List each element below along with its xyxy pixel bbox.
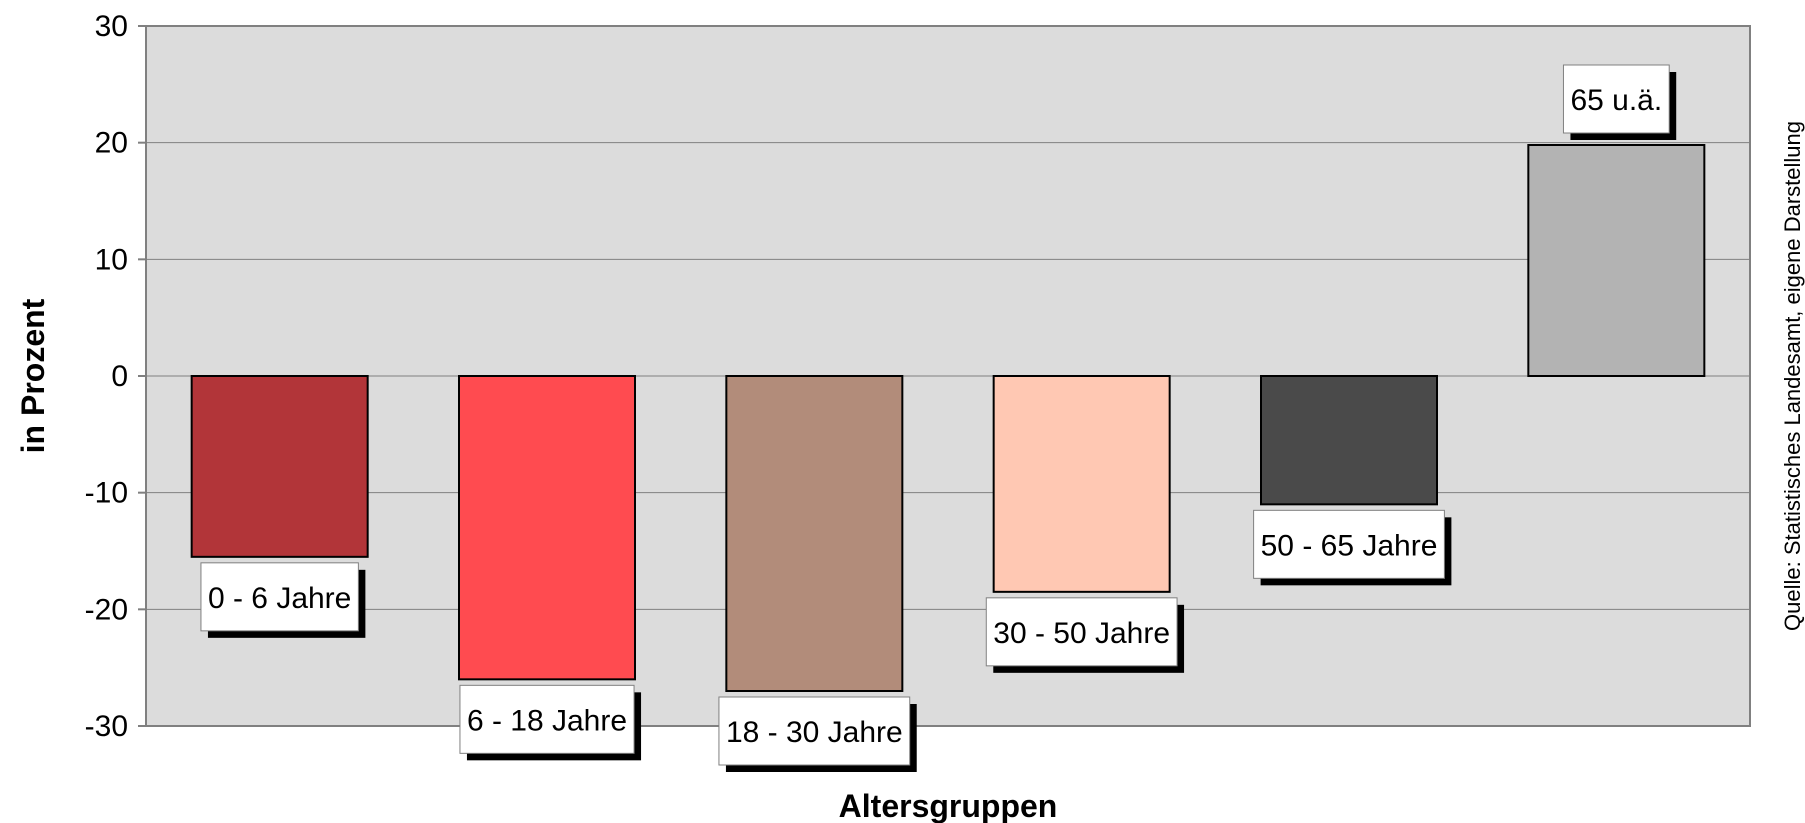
- bar: [458, 375, 636, 681]
- category-label-box: 50 - 65 Jahre: [1253, 509, 1452, 586]
- label-box: [200, 562, 359, 632]
- category-label: 18 - 30 Jahre: [726, 716, 903, 749]
- bars: [190, 144, 1706, 692]
- bar: [190, 375, 369, 558]
- y-tick-label: -30: [85, 710, 128, 743]
- category-label: 6 - 18 Jahre: [467, 704, 627, 737]
- category-label: 30 - 50 Jahre: [993, 617, 1170, 650]
- bar: [992, 375, 1171, 593]
- label-box: [1562, 64, 1670, 134]
- label-box: [459, 684, 635, 754]
- y-tick-label: 0: [111, 360, 128, 393]
- category-label: 65 u.ä.: [1570, 84, 1662, 117]
- source-note: Quelle: Statistisches Landesamt, eigene …: [1780, 121, 1805, 631]
- x-axis-title: Altersgruppen: [839, 788, 1058, 823]
- y-tick-label: 20: [95, 127, 128, 160]
- y-tick-label: 30: [95, 10, 128, 43]
- y-tick-label: -20: [85, 593, 128, 626]
- category-label-box: 0 - 6 Jahre: [200, 562, 366, 638]
- bar: [1260, 375, 1438, 506]
- bar: [1527, 144, 1706, 377]
- bar: [725, 375, 904, 692]
- y-tick-label: -10: [85, 477, 128, 510]
- category-label-box: 18 - 30 Jahre: [718, 696, 917, 772]
- category-label-box: 6 - 18 Jahre: [459, 684, 642, 761]
- category-label: 0 - 6 Jahre: [208, 582, 351, 615]
- gridlines: [146, 142, 1750, 610]
- label-box: [718, 696, 911, 766]
- y-axis: -30 -20 -10 0 10 20 30: [85, 10, 147, 743]
- category-label-box: 65 u.ä.: [1562, 64, 1677, 140]
- category-label-box: 30 - 50 Jahre: [985, 597, 1185, 673]
- y-axis-title: in Prozent: [15, 298, 51, 453]
- y-tick-label: 10: [95, 243, 128, 276]
- label-box: [1253, 509, 1445, 579]
- category-labels: 0 - 6 Jahre 6 - 18 Jahre 18 - 30 Jahre 30 -…: [200, 64, 1677, 772]
- category-label: 50 - 65 Jahre: [1261, 529, 1438, 562]
- label-box: [985, 597, 1178, 667]
